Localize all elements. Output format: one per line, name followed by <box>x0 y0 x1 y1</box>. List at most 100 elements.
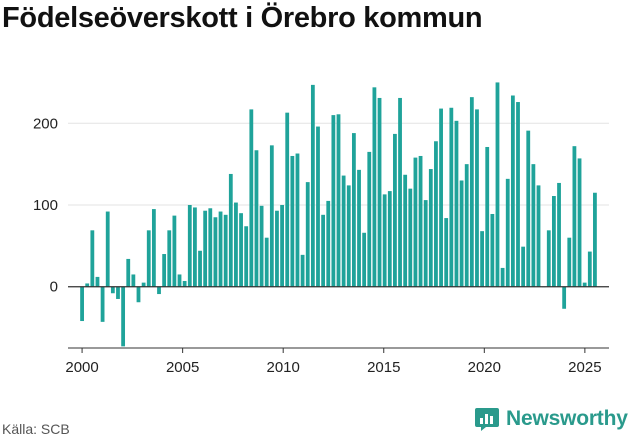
bar <box>121 286 126 347</box>
x-tick-label: 2000 <box>65 359 98 376</box>
bar <box>582 282 587 287</box>
bar <box>372 87 377 287</box>
bar <box>516 102 520 287</box>
bar <box>193 207 197 287</box>
bar <box>490 213 495 287</box>
bar <box>305 182 310 287</box>
x-tick-label: 2025 <box>568 359 601 376</box>
bar <box>218 211 223 287</box>
bar <box>552 196 556 287</box>
bar <box>587 251 592 287</box>
bar <box>505 178 510 287</box>
brand[interactable]: Newsworthy <box>474 406 628 432</box>
bar <box>116 286 120 299</box>
bar <box>228 173 233 287</box>
bar <box>239 213 243 287</box>
bar <box>377 97 382 287</box>
bar <box>331 115 336 287</box>
bar <box>162 254 167 287</box>
bar <box>280 205 284 287</box>
bar <box>521 246 526 287</box>
bar <box>249 109 254 287</box>
bar <box>546 230 551 287</box>
newsworthy-logo-icon <box>475 408 499 431</box>
bar <box>310 84 315 287</box>
bar <box>444 218 449 287</box>
bar <box>459 180 464 287</box>
bar <box>428 169 433 287</box>
bar <box>146 230 151 287</box>
bar <box>100 286 105 322</box>
bar <box>531 164 536 287</box>
bar <box>244 226 249 287</box>
tick-labels: 0 100 200 2000 2005 2010 2015 2020 2025 <box>33 115 602 376</box>
bar <box>254 150 259 287</box>
bar <box>577 158 582 287</box>
bar <box>454 120 459 287</box>
bars <box>80 82 597 347</box>
bar <box>290 155 295 287</box>
bar <box>275 210 279 287</box>
bar <box>464 164 469 287</box>
bar <box>510 95 515 287</box>
bar <box>408 188 413 287</box>
bar <box>157 286 161 295</box>
x-tick-label: 2015 <box>367 359 400 376</box>
bar <box>141 282 146 287</box>
bar <box>198 250 202 287</box>
bar <box>90 230 95 287</box>
brand-name: Newsworthy <box>506 407 628 430</box>
bar <box>182 280 187 287</box>
y-tick-label: 200 <box>33 115 58 132</box>
bar <box>234 202 238 287</box>
bar <box>567 237 572 287</box>
bar <box>500 267 505 287</box>
bar <box>495 82 500 287</box>
bar <box>480 231 484 287</box>
bar <box>536 185 541 287</box>
bar <box>562 286 567 309</box>
bar <box>208 208 213 287</box>
y-tick-label: 0 <box>50 279 58 296</box>
bar <box>357 169 361 287</box>
bar <box>485 146 490 287</box>
axes <box>68 286 609 353</box>
bar <box>423 200 428 287</box>
bar <box>259 205 264 287</box>
y-tick-label: 100 <box>33 197 58 214</box>
bar <box>387 191 392 287</box>
bar <box>269 145 274 287</box>
bar <box>362 232 367 287</box>
x-tick-label: 2005 <box>166 359 199 376</box>
bar <box>418 155 423 287</box>
bar <box>403 174 408 287</box>
bar <box>393 133 397 287</box>
bar <box>285 112 290 287</box>
x-tick-label: 2010 <box>267 359 300 376</box>
bar <box>177 274 182 287</box>
bar <box>203 210 208 287</box>
bar <box>526 130 531 287</box>
bar <box>346 185 351 287</box>
bar <box>321 214 326 287</box>
bar <box>475 109 479 287</box>
bar <box>131 274 136 287</box>
bar <box>382 194 387 287</box>
bar <box>264 237 269 287</box>
bar <box>336 114 341 287</box>
bar <box>593 192 597 287</box>
bar <box>187 205 192 287</box>
bar <box>469 97 474 287</box>
bar <box>95 276 100 287</box>
bar <box>367 151 372 287</box>
bar <box>341 175 346 287</box>
bar <box>449 107 454 287</box>
bar <box>172 215 177 287</box>
bar <box>136 286 141 303</box>
bar <box>223 214 228 287</box>
bar <box>572 146 577 287</box>
source-text: Källa: SCB <box>2 421 70 437</box>
bar <box>316 126 320 287</box>
bar <box>80 286 84 322</box>
bar <box>434 141 438 287</box>
